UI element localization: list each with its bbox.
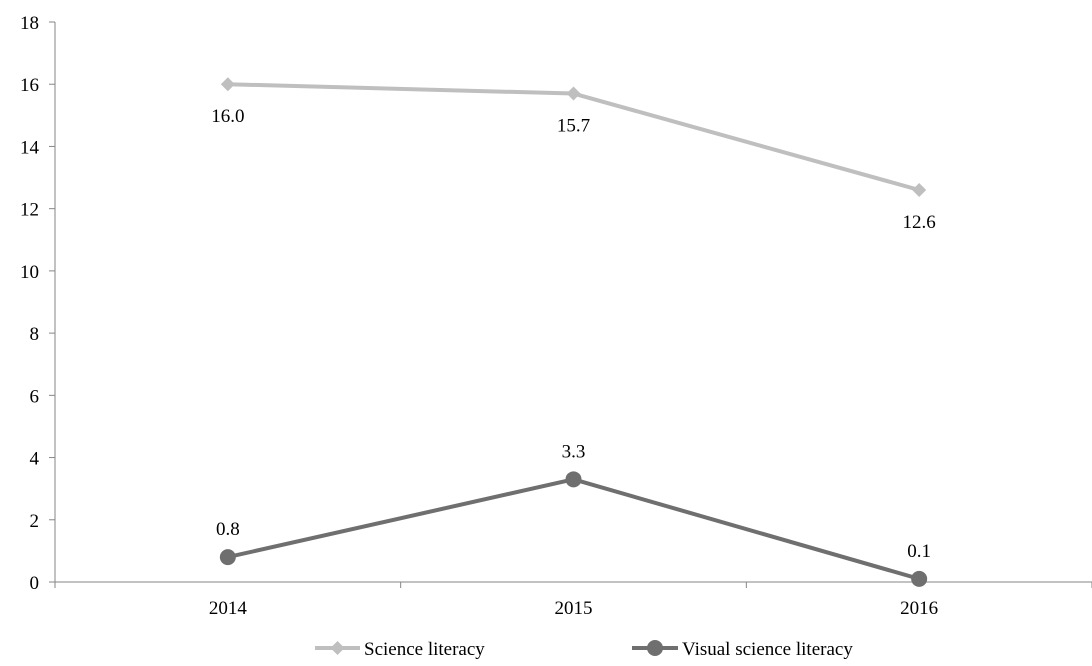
legend-item: Visual science literacy [632, 639, 853, 660]
y-axis-ticks: 0 2 4 6 8 10 12 14 16 18 [20, 13, 55, 594]
legend-marker-circle [647, 640, 663, 656]
y-tick-label: 18 [20, 13, 39, 34]
legend-item: Science literacy [315, 639, 485, 660]
x-tick-label: 2015 [555, 598, 593, 619]
data-labels: 16.0 15.7 12.6 0.8 3.3 0.1 [211, 106, 936, 562]
data-point-diamond [912, 183, 927, 197]
y-tick-label: 2 [30, 511, 40, 532]
legend-label: Visual science literacy [682, 639, 853, 660]
data-point-circle [565, 471, 582, 488]
data-label: 0.8 [216, 519, 240, 540]
data-label: 3.3 [562, 441, 586, 462]
data-point-diamond [220, 77, 235, 92]
y-tick-label: 0 [30, 573, 40, 594]
data-label: 12.6 [903, 212, 936, 233]
data-point-circle [911, 570, 928, 587]
y-tick-label: 14 [20, 137, 40, 158]
y-tick-label: 8 [30, 324, 40, 345]
y-tick-label: 6 [30, 386, 40, 407]
legend: Science literacy Visual science literacy [315, 639, 853, 660]
data-label: 16.0 [211, 106, 244, 127]
data-label: 0.1 [907, 541, 931, 562]
y-tick-label: 12 [20, 200, 39, 221]
series-science-literacy [220, 77, 927, 197]
y-tick-label: 4 [30, 449, 40, 470]
x-axis-ticks: 2014 2015 2016 [54, 582, 1092, 619]
series [219, 77, 928, 587]
y-tick-label: 10 [20, 262, 39, 283]
data-label: 15.7 [557, 116, 590, 137]
series-line [227, 477, 920, 581]
x-tick-label: 2016 [900, 598, 938, 619]
series-visual-science-literacy [219, 471, 928, 587]
legend-marker-diamond [330, 641, 345, 655]
x-tick-label: 2014 [209, 598, 248, 619]
data-point-circle [219, 549, 236, 566]
legend-label: Science literacy [364, 639, 485, 660]
data-point-diamond [566, 86, 581, 101]
y-tick-label: 16 [20, 75, 39, 96]
